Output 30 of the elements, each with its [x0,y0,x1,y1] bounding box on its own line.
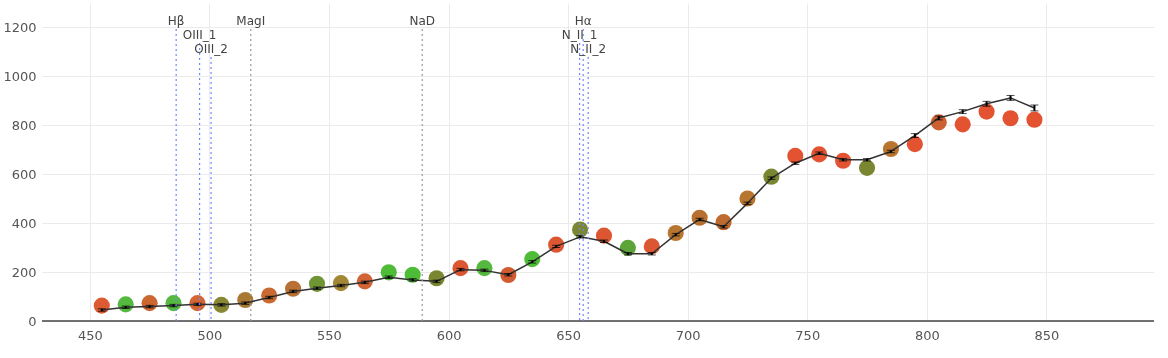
x-tick-label: 600 [436,327,462,343]
ref-line-label: OIII_2 [194,42,228,56]
x-tick-label: 450 [77,327,103,343]
y-tick-label: 400 [11,215,37,231]
x-tick-label: 750 [795,327,821,343]
y-tick-label: 200 [11,264,37,280]
x-tick-label: 500 [197,327,223,343]
ref-line-label: N_II_1 [561,28,598,42]
x-tick-label: 650 [556,327,582,343]
x-tick-label: 800 [914,327,940,343]
point [906,136,923,153]
ref-line-label: OIII_1 [182,28,217,42]
y-tick-label: 800 [11,117,37,133]
y-tick-label: 0 [28,313,37,329]
point [858,159,876,176]
y-tick-label: 1000 [3,68,37,84]
y-tick-label: 1200 [3,19,37,35]
x-tick-label: 700 [675,327,701,343]
ref-line-label: MagI [236,14,266,28]
ref-line-label: Hα [574,14,592,28]
ref-line-label: NaD [409,14,436,28]
y-tick-label: 600 [11,166,37,182]
point [954,116,971,133]
point [1026,111,1043,128]
point [1002,110,1019,127]
point [787,147,804,164]
ref-line-label: Hβ [167,14,185,28]
ref-line-label: N_II_2 [570,42,607,56]
x-tick-label: 850 [1034,327,1060,343]
x-tick-label: 550 [317,327,342,343]
